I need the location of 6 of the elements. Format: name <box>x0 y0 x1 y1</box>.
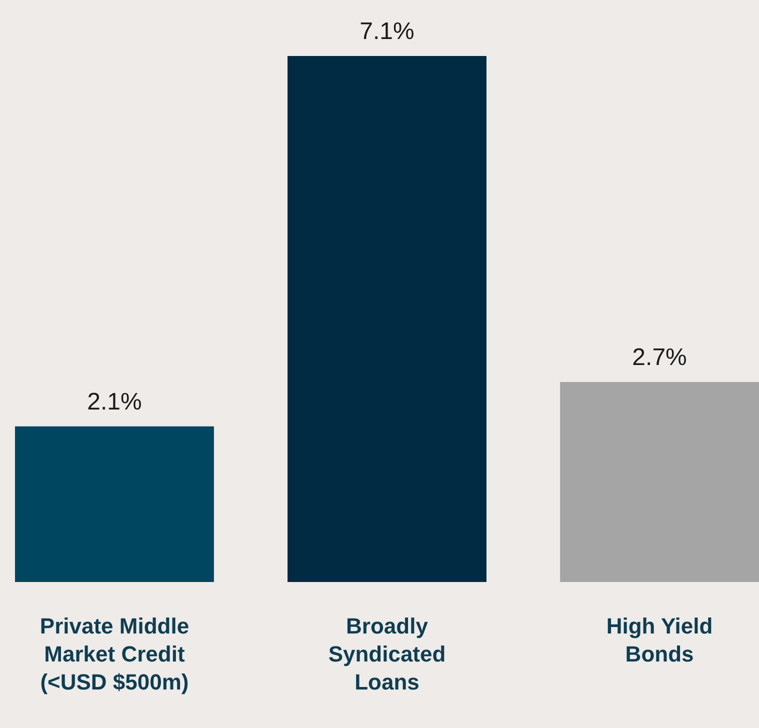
data-label: 2.7% <box>632 344 687 371</box>
x-tick-label: Broadly Syndicated Loans <box>328 614 446 694</box>
x-tick-label: Private Middle Market Credit (<USD $500m) <box>40 614 190 694</box>
data-label: 2.1% <box>87 388 142 416</box>
x-tick-label: High Yield Bonds <box>606 614 713 666</box>
data-label: 7.1% <box>360 18 414 45</box>
